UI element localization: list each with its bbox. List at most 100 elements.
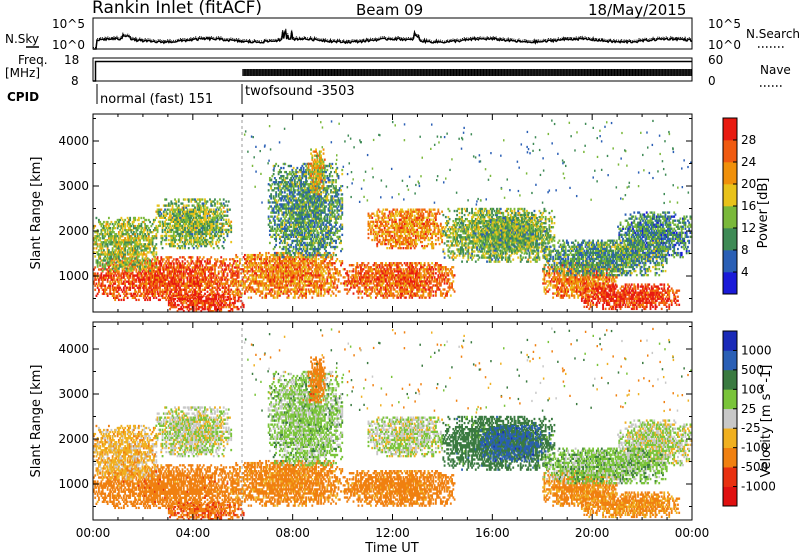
power-cell bbox=[206, 260, 209, 263]
power-cell bbox=[206, 262, 209, 265]
power-cell bbox=[182, 218, 185, 221]
power-cell bbox=[114, 269, 117, 272]
power-cell bbox=[186, 293, 189, 297]
power-cell bbox=[145, 265, 148, 268]
power-cell bbox=[155, 236, 158, 240]
power-cell bbox=[164, 282, 166, 285]
power-cell bbox=[95, 247, 98, 250]
power-cell bbox=[263, 266, 266, 269]
power-cell bbox=[219, 230, 221, 234]
power-cell bbox=[142, 284, 145, 287]
power-cell bbox=[141, 267, 144, 270]
power-cell bbox=[101, 265, 104, 268]
power-cell bbox=[318, 276, 321, 279]
power-cell bbox=[209, 236, 211, 240]
power-cell bbox=[95, 239, 98, 242]
power-cell bbox=[214, 270, 216, 273]
power-cell bbox=[164, 214, 166, 217]
power-cell bbox=[144, 218, 147, 222]
power-cell bbox=[100, 249, 103, 252]
power-cell bbox=[114, 222, 117, 226]
power-cell bbox=[112, 265, 115, 268]
power-cell bbox=[311, 258, 314, 261]
power-cell bbox=[126, 251, 129, 254]
power-cell bbox=[184, 228, 186, 232]
power-cell bbox=[185, 282, 188, 285]
noise-search-trace bbox=[93, 28, 693, 48]
power-cell bbox=[175, 216, 178, 219]
power-cell bbox=[172, 220, 175, 223]
power-cell bbox=[204, 240, 206, 244]
power-cell bbox=[161, 246, 164, 250]
power-cell bbox=[207, 262, 210, 265]
power-cell bbox=[195, 216, 198, 219]
power-cell bbox=[169, 292, 171, 295]
power-cell bbox=[267, 284, 270, 287]
power-cell bbox=[170, 282, 173, 285]
power-cell bbox=[200, 297, 203, 301]
power-cell bbox=[211, 200, 214, 203]
power-cell bbox=[215, 260, 218, 263]
power-cell bbox=[93, 280, 95, 283]
power-cell bbox=[145, 292, 148, 295]
power-cell bbox=[137, 286, 140, 289]
power-cell bbox=[115, 290, 118, 293]
power-cell bbox=[164, 280, 166, 283]
power-cell bbox=[149, 269, 152, 272]
power-cell bbox=[170, 208, 173, 211]
power-cell bbox=[137, 239, 140, 242]
power-cell bbox=[239, 258, 241, 261]
power-cell bbox=[131, 284, 134, 287]
power-cell bbox=[151, 280, 154, 283]
power-cell bbox=[184, 224, 186, 228]
power-cell bbox=[230, 276, 233, 279]
power-cell bbox=[211, 309, 214, 313]
power-cell bbox=[182, 272, 185, 275]
power-cell bbox=[106, 286, 109, 289]
power-cell bbox=[115, 268, 118, 271]
power-cell bbox=[285, 268, 288, 271]
power-cell bbox=[144, 245, 147, 248]
power-cell bbox=[187, 268, 190, 271]
power-cell bbox=[154, 235, 156, 238]
power-cell bbox=[230, 297, 233, 301]
power-cell bbox=[192, 214, 195, 217]
power-cell bbox=[221, 224, 224, 228]
power-cell bbox=[317, 272, 320, 275]
power-cell bbox=[305, 266, 307, 269]
power-cell bbox=[146, 233, 149, 236]
power-cell bbox=[230, 220, 233, 223]
power-cell bbox=[114, 243, 117, 246]
power-cell bbox=[145, 224, 148, 228]
power-cell bbox=[126, 237, 129, 240]
power-cell bbox=[171, 260, 174, 263]
power-cell bbox=[200, 284, 203, 287]
power-cell bbox=[130, 224, 133, 228]
power-cell bbox=[210, 210, 213, 213]
power-cell bbox=[271, 260, 274, 263]
power-cell bbox=[202, 272, 205, 275]
power-cell bbox=[196, 299, 199, 303]
power-cell bbox=[166, 272, 169, 275]
power-cell bbox=[190, 299, 193, 303]
power-cell bbox=[119, 218, 122, 222]
power-cell bbox=[135, 284, 138, 287]
power-cell bbox=[184, 266, 186, 269]
power-cell bbox=[132, 292, 135, 295]
power-cell bbox=[308, 260, 311, 263]
power-cell bbox=[243, 282, 246, 285]
power-cell bbox=[232, 297, 235, 301]
power-cell bbox=[122, 263, 125, 266]
power-cell bbox=[196, 212, 199, 215]
power-cell bbox=[107, 224, 110, 228]
power-cell bbox=[204, 276, 206, 279]
power-cell bbox=[281, 264, 284, 267]
power-cell bbox=[169, 218, 171, 221]
power-cell bbox=[130, 235, 133, 238]
power-cell bbox=[180, 202, 183, 205]
power-cell bbox=[251, 274, 254, 277]
power-cell bbox=[224, 282, 226, 285]
power-cell bbox=[174, 284, 176, 287]
power-cell bbox=[181, 218, 184, 221]
power-cell bbox=[241, 301, 244, 305]
